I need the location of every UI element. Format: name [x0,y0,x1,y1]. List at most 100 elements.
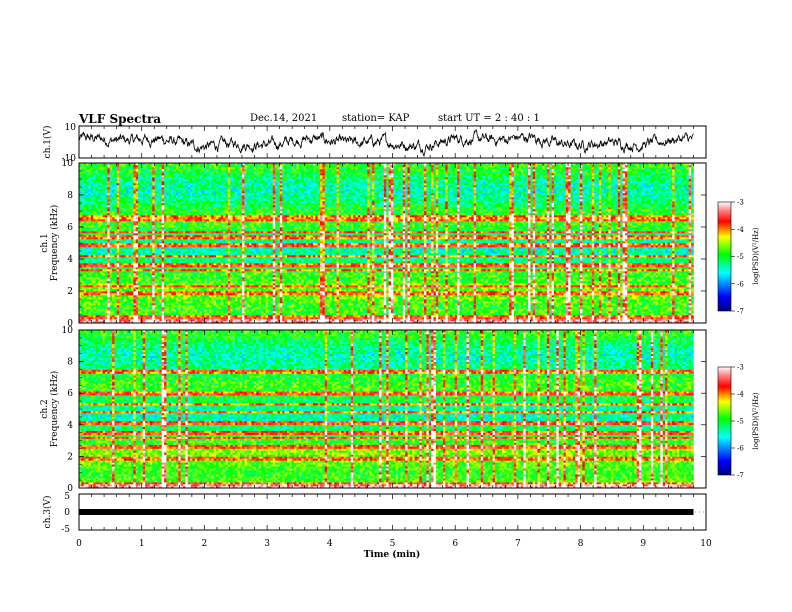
spectrogram-cell [88,265,91,267]
spectrogram-cell [105,275,108,277]
spectrogram-cell [91,301,94,303]
spectrogram-cell [96,269,99,271]
spectrogram-cell [86,203,89,205]
spectrogram-cell [81,301,84,303]
spectrogram-cell [84,179,87,181]
spectrogram-cell [100,243,103,245]
spectrogram-cell [96,273,99,275]
spectrogram-cell [91,229,94,231]
spectrogram-cell [105,271,108,273]
spectrogram-cell [81,189,84,191]
spectrogram-cell [103,315,106,317]
spectrogram-cell [103,283,106,285]
spectrogram-cell [105,277,108,279]
spectrogram-cell [86,181,89,183]
spectrogram-cell [98,257,101,259]
spectrogram-cell [88,317,91,319]
spectrogram-cell [86,195,89,197]
spectrogram-cell [98,251,101,253]
spectrogram-cell [91,185,94,187]
spectrogram-cell [91,249,94,251]
spectrogram-cell [98,311,101,313]
spectrogram-cell [100,315,103,317]
spectrogram-cell [100,245,103,247]
spectrogram-cell [105,245,108,247]
spectrogram-cell [105,179,108,181]
spectrogram-cell [86,257,89,259]
spectrogram-cell [105,213,108,215]
spectrogram-cell [81,213,84,215]
spectrogram-cell [103,267,106,269]
spectrogram-cell [96,299,99,301]
spectrogram-cell [105,201,108,203]
spectrogram-cell [98,299,101,301]
spectrogram-cell [93,315,96,317]
spectrogram-cell [105,319,108,321]
spectrogram-cell [107,241,110,243]
spectrogram-cell [84,207,87,209]
spectrogram-cell [84,211,87,213]
spectrogram-cell [81,295,84,297]
spectrogram-cell [93,201,96,203]
spectrogram-cell [96,189,99,191]
spectrogram-cell [96,297,99,299]
spectrogram-cell [107,317,110,319]
spectrogram-cell [103,249,106,251]
spectrogram-cell [86,197,89,199]
spectrogram-cell [88,211,91,213]
spectrogram-cell [91,187,94,189]
spectrogram-cell [88,303,91,305]
spectrogram-cell [84,233,87,235]
spectrogram-cell [86,223,89,225]
spectrogram-cell [84,289,87,291]
spectrogram-cell [105,287,108,289]
spectrogram-cell [86,287,89,289]
spectrogram-cell [107,239,110,241]
spectrogram-cell [98,291,101,293]
spectrogram-cell [91,271,94,273]
spectrogram-cell [105,263,108,265]
spectrogram-cell [81,263,84,265]
spectrogram-cell [98,195,101,197]
spectrogram-cell [96,191,99,193]
spectrogram-cell [86,245,89,247]
spectrogram-cell [93,187,96,189]
spectrogram-cell [103,241,106,243]
spectrogram-cell [107,319,110,321]
spectrogram-cell [96,183,99,185]
spectrogram-cell [81,187,84,189]
spectrogram-cell [88,173,91,175]
spectrogram-cell [86,317,89,319]
spectrogram-cell [93,303,96,305]
spectrogram-cell [107,311,110,313]
spectrogram-cell [86,255,89,257]
spectrogram-cell [84,311,87,313]
spectrogram-cell [105,259,108,261]
spectrogram-cell [91,245,94,247]
spectrogram-cell [86,183,89,185]
spectrogram-cell [81,245,84,247]
spectrogram-cell [103,195,106,197]
spectrogram-cell [107,297,110,299]
spectrogram-cell [96,257,99,259]
spectrogram-cell [105,303,108,305]
spectrogram-cell [93,275,96,277]
spectrogram-cell [84,283,87,285]
spectrogram-cell [105,215,108,217]
spectrogram-cell [81,293,84,295]
spectrogram-cell [86,211,89,213]
spectrogram-cell [86,305,89,307]
spectrogram-cell [88,225,91,227]
spectrogram-cell [84,169,87,171]
spectrogram-cell [98,167,101,169]
spectrogram-cell [88,169,91,171]
spectrogram-cell [96,217,99,219]
spectrogram-cell [93,307,96,309]
spectrogram-cell [107,263,110,265]
spectrogram-cell [105,175,108,177]
spectrogram-cell [105,243,108,245]
spectrogram-cell [98,313,101,315]
spectrogram-cell [100,197,103,199]
spectrogram-cell [100,181,103,183]
spectrogram-cell [105,251,108,253]
